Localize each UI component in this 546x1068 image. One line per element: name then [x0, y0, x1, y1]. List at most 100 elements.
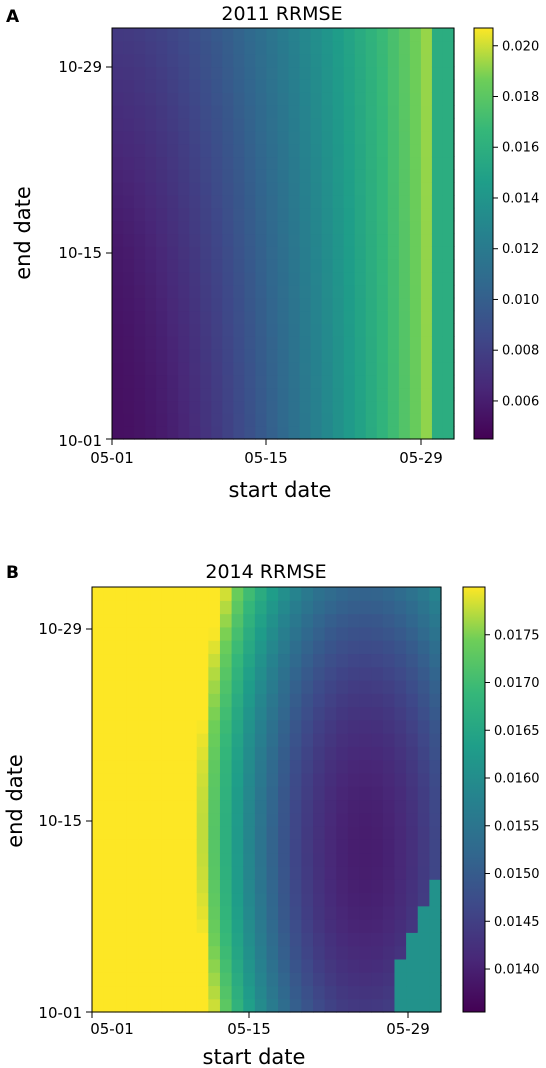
heatmap-cell [231, 972, 244, 987]
heatmap-cell [420, 169, 433, 183]
heatmap-cell [156, 259, 168, 273]
heatmap-cell [196, 666, 209, 681]
heatmap-cell [321, 361, 334, 376]
heatmap-cell [150, 746, 163, 761]
heatmap-cell [382, 905, 396, 920]
heatmap-cell [398, 105, 411, 119]
heatmap-cell [208, 839, 221, 854]
heatmap-cell [288, 246, 301, 260]
heatmap-cell [417, 587, 430, 601]
heatmap-cell [409, 66, 422, 80]
heatmap-cell [417, 812, 430, 827]
colorbar-tick-label: 0.012 [502, 242, 539, 257]
heatmap-cell [92, 945, 105, 960]
heatmap-cell [92, 587, 105, 601]
heatmap-cell [321, 349, 334, 363]
heatmap-cell [112, 310, 124, 324]
heatmap-cell [161, 905, 175, 920]
heatmap-cell [156, 233, 168, 247]
heatmap-cell [429, 653, 442, 668]
heatmap-cell [103, 812, 116, 827]
heatmap-cell [112, 259, 124, 273]
heatmap-cell [266, 143, 279, 158]
heatmap-cell [398, 143, 411, 158]
heatmap-cell [173, 719, 186, 734]
panel-a-title: 2011 RRMSE [221, 3, 342, 25]
heatmap-cell [376, 387, 389, 402]
heatmap-cell [343, 53, 356, 68]
heatmap-cell [332, 246, 345, 260]
heatmap-cell [233, 413, 245, 427]
heatmap-cell [354, 182, 367, 196]
heatmap-cell [332, 387, 345, 402]
heatmap-cell [112, 336, 124, 350]
heatmap-cell [343, 259, 356, 273]
heatmap-cell [231, 945, 244, 960]
heatmap-cell [266, 879, 279, 894]
heatmap-cell [161, 865, 175, 880]
heatmap-cell [301, 945, 314, 960]
heatmap-cell [173, 826, 186, 840]
heatmap-cell [365, 233, 378, 247]
heatmap-cell [115, 706, 128, 721]
panel-b-ytick-label: 10-29 [38, 620, 82, 638]
heatmap-cell [254, 985, 268, 1000]
heatmap-cell [429, 626, 442, 641]
heatmap-cell [208, 587, 221, 601]
heatmap-cell [185, 985, 198, 1000]
heatmap-cell [161, 587, 175, 601]
heatmap-cell [301, 666, 314, 681]
heatmap-cell [332, 182, 345, 196]
heatmap-cell [431, 259, 444, 273]
panel-b-colorbar-ticks: 0.01400.01450.01500.01550.01600.01650.01… [485, 628, 540, 978]
heatmap-cell [208, 958, 221, 973]
heatmap-cell [288, 169, 301, 183]
heatmap-cell [196, 919, 209, 933]
heatmap-cell [347, 972, 361, 987]
heatmap-cell [196, 998, 209, 1013]
heatmap-cell [310, 349, 323, 363]
heatmap-cell [324, 905, 337, 920]
heatmap-cell [123, 207, 135, 222]
heatmap-cell [185, 865, 198, 880]
heatmap-cell [244, 387, 257, 402]
heatmap-cell [429, 786, 442, 801]
heatmap-cell [277, 310, 290, 324]
heatmap-cell [277, 400, 290, 414]
heatmap-cell [394, 640, 407, 655]
heatmap-cell [394, 826, 407, 840]
heatmap-cell [145, 400, 157, 414]
heatmap-cell [359, 640, 372, 655]
heatmap-cell [231, 892, 244, 907]
heatmap-cell [92, 865, 105, 880]
heatmap-cell [409, 169, 422, 183]
heatmap-cell [336, 613, 349, 628]
heatmap-cell [219, 613, 233, 628]
heatmap-cell [123, 233, 135, 247]
heatmap-cell [278, 613, 291, 628]
heatmap-cell [332, 220, 345, 235]
heatmap-cell [150, 879, 163, 894]
heatmap-cell [332, 233, 345, 247]
heatmap-cell [123, 28, 135, 42]
heatmap-cell [382, 587, 396, 601]
heatmap-cell [123, 130, 135, 145]
heatmap-cell [376, 66, 389, 80]
heatmap-cell [255, 246, 268, 260]
heatmap-cell [185, 626, 198, 641]
heatmap-cell [278, 733, 291, 747]
heatmap-cell [112, 233, 124, 247]
heatmap-cell [310, 336, 323, 350]
heatmap-cell [359, 812, 372, 827]
heatmap-cell [200, 53, 212, 68]
heatmap-cell [332, 105, 345, 119]
heatmap-cell [371, 772, 384, 787]
heatmap-cell [277, 66, 290, 80]
heatmap-cell [266, 852, 279, 867]
heatmap-cell [301, 839, 314, 854]
colorbar-tick-label: 0.008 [502, 344, 539, 359]
heatmap-cell [398, 349, 411, 363]
heatmap-cell [112, 105, 124, 119]
heatmap-cell [347, 812, 361, 827]
heatmap-cell [156, 336, 168, 350]
